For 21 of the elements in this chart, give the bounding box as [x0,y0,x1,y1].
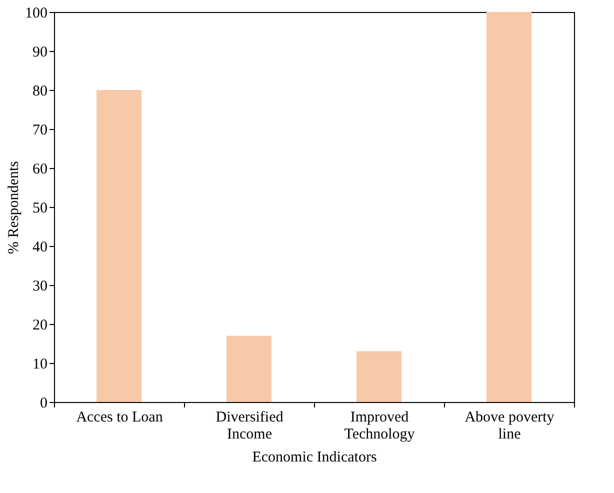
y-tick-label: 50 [32,200,48,216]
x-tick-label: Above poverty line [464,410,555,442]
y-tick-label: 80 [32,84,48,100]
x-axis-title: Economic Indicators [252,450,377,466]
bar [356,351,402,402]
y-tick-label: 70 [32,122,48,138]
y-tick-label: 10 [32,356,48,372]
bar [486,12,532,402]
y-tick-label: 100 [25,6,48,22]
y-tick-label: 40 [32,240,48,256]
y-tick-label: 90 [32,44,48,60]
x-tick-label: Improved Technology [344,410,416,442]
bar [96,90,142,402]
y-tick-label: 20 [32,318,48,334]
y-axis-title: % Respondents [6,160,22,254]
y-tick-label: 30 [32,278,48,294]
x-tick-label: Diversified Income [216,410,284,442]
x-tick-label: Acces to Loan [76,410,164,426]
bar [226,336,272,402]
y-tick-label: 60 [32,162,48,178]
y-tick-label: 0 [40,396,48,412]
